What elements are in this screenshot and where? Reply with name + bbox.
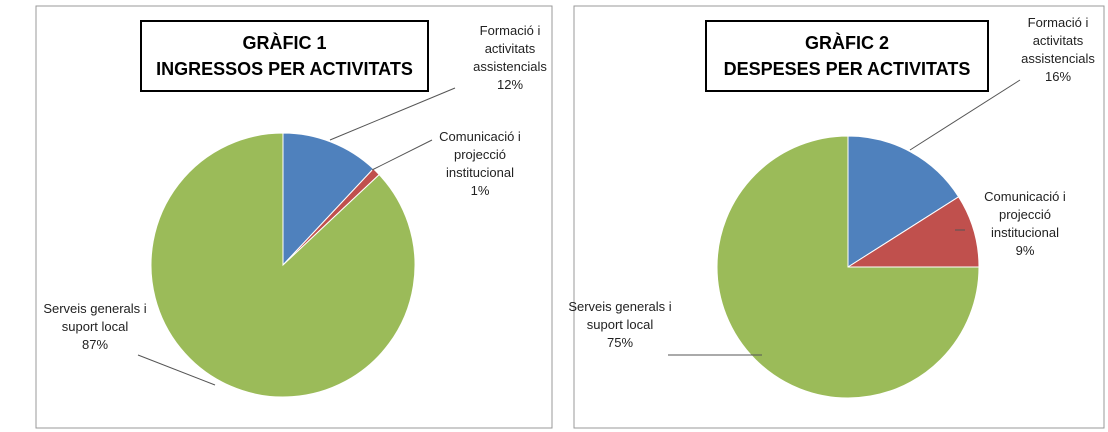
data-label: Serveis generals i suport local 87%	[40, 300, 150, 354]
pie-slice	[847, 135, 960, 268]
label-name: Formació i activitats assistencials	[455, 22, 565, 76]
data-label: Serveis generals i suport local 75%	[565, 298, 675, 352]
label-value: 87%	[40, 336, 150, 354]
chart-title: GRÀFIC 2	[804, 33, 889, 53]
title-line: INGRESSOS PER ACTIVITATS	[142, 56, 427, 82]
category-label: Serveis generals i suport local	[568, 299, 672, 332]
title-line: DESPESES PER ACTIVITATS	[707, 56, 987, 82]
value-label: 16%	[1044, 69, 1072, 84]
data-label: Comunicació i projecció institucional 1%	[425, 128, 535, 200]
label-value: 75%	[565, 334, 675, 352]
category-label: Comunicació i projecció institucional	[439, 129, 521, 180]
label-name: Serveis generals i suport local	[565, 298, 675, 334]
leader-line	[329, 87, 456, 141]
pie-slice	[282, 132, 375, 267]
chart-subtitle: INGRESSOS PER ACTIVITATS	[156, 59, 413, 79]
value-label: 9%	[1015, 243, 1035, 258]
data-label: Formació i activitats assistencials 16%	[1003, 14, 1108, 86]
label-name: Formació i activitats assistencials	[1003, 14, 1108, 68]
leader-line	[371, 139, 433, 171]
data-label: Formació i activitats assistencials 12%	[455, 22, 565, 94]
title-line: GRÀFIC 2	[707, 30, 987, 56]
pie-slice	[150, 132, 416, 398]
value-label: 12%	[496, 77, 524, 92]
pie-slice	[716, 135, 980, 399]
leader-line	[137, 354, 216, 386]
label-name: Comunicació i projecció institucional	[425, 128, 535, 182]
category-label: Formació i activitats assistencials	[473, 23, 547, 74]
label-value: 9%	[970, 242, 1080, 260]
category-label: Serveis generals i suport local	[43, 301, 147, 334]
chart-title-box: GRÀFIC 2 DESPESES PER ACTIVITATS	[705, 20, 989, 92]
label-value: 16%	[1003, 68, 1108, 86]
label-name: Comunicació i projecció institucional	[970, 188, 1080, 242]
title-line: GRÀFIC 1	[142, 30, 427, 56]
chart-title-box: GRÀFIC 1 INGRESSOS PER ACTIVITATS	[140, 20, 429, 92]
category-label: Comunicació i projecció institucional	[984, 189, 1066, 240]
leader-line	[909, 79, 1021, 151]
value-label: 1%	[470, 183, 490, 198]
chart-title: GRÀFIC 1	[242, 33, 327, 53]
value-label: 87%	[81, 337, 109, 352]
label-name: Serveis generals i suport local	[40, 300, 150, 336]
label-value: 1%	[425, 182, 535, 200]
category-label: Formació i activitats assistencials	[1021, 15, 1095, 66]
value-label: 75%	[606, 335, 634, 350]
chart-subtitle: DESPESES PER ACTIVITATS	[723, 59, 971, 79]
data-label: Comunicació i projecció institucional 9%	[970, 188, 1080, 260]
label-value: 12%	[455, 76, 565, 94]
